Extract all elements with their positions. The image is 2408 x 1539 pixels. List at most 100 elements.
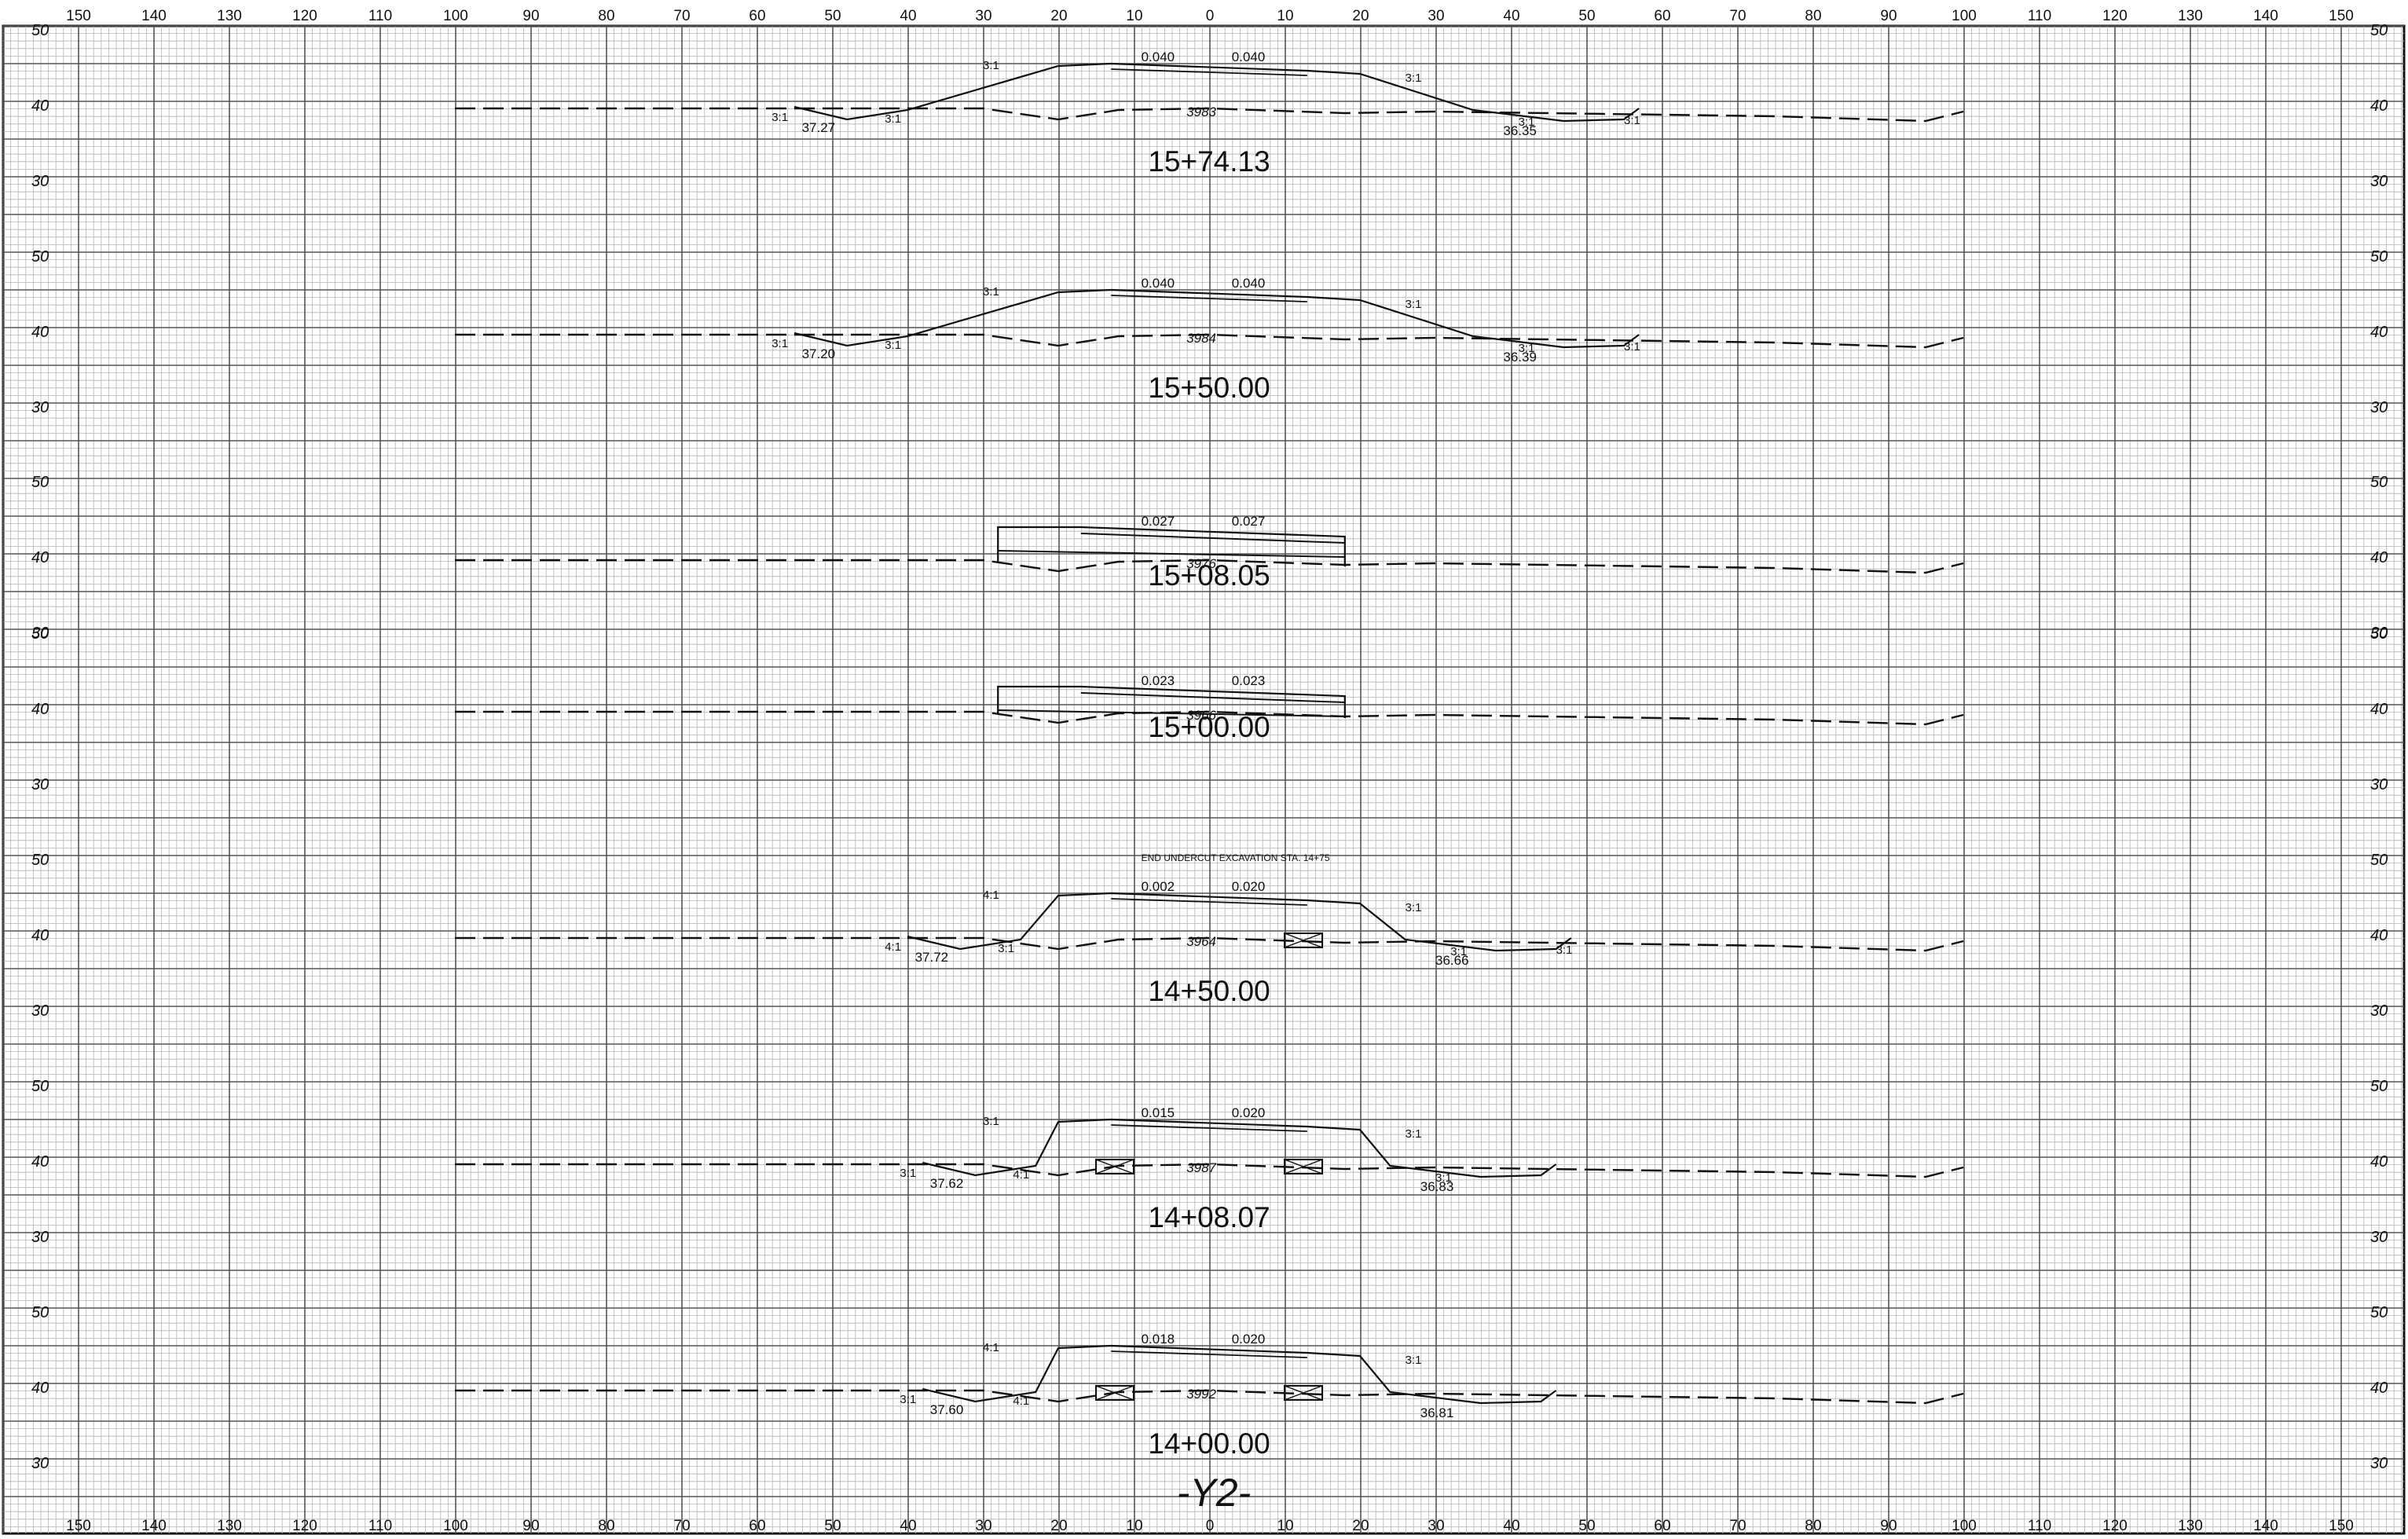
proposed-section-line — [794, 62, 1640, 123]
side-slope-label: 3:1 — [998, 942, 1014, 955]
existing-ground-line — [455, 333, 1964, 349]
centerline-elevation: 3983 — [1186, 104, 1216, 119]
offset-label-bottom: 150 — [2329, 1518, 2354, 1534]
deck-outline — [997, 526, 1346, 566]
elevation-label-right: 30 — [2370, 625, 2388, 642]
side-slope-label: 3:1 — [1519, 342, 1535, 355]
pavement-line — [1111, 295, 1307, 302]
elevation-label-right: 40 — [2370, 701, 2388, 718]
grade-left: 0.018 — [1142, 1332, 1175, 1347]
ditch-elevation-right: 36.66 — [1435, 953, 1469, 968]
offset-label-top: 120 — [2102, 8, 2128, 24]
undercut-hatch-block — [1095, 1159, 1134, 1174]
elevation-label-left: 40 — [31, 1380, 49, 1397]
elevation-label-right: 30 — [2370, 1229, 2388, 1246]
elevation-label-left: 30 — [31, 1455, 49, 1472]
sheet-id: -Y2- — [1177, 1471, 1251, 1515]
offset-label-bottom: 90 — [1880, 1518, 1897, 1534]
grade-left: 0.002 — [1142, 879, 1175, 894]
offset-label-bottom: 70 — [1729, 1518, 1746, 1534]
offset-label-bottom: 130 — [2178, 1518, 2203, 1534]
ditch-elevation-left: 37.27 — [802, 120, 836, 135]
elevation-label-right: 40 — [2370, 927, 2388, 944]
offset-label-bottom: 140 — [141, 1518, 167, 1534]
elevation-label-left: 40 — [31, 97, 49, 115]
deck-bottom — [998, 550, 1345, 558]
elevation-label-left: 40 — [31, 1153, 49, 1171]
offset-label-top: 50 — [824, 8, 841, 24]
station-label: 14+08.07 — [1148, 1201, 1270, 1233]
side-slope-label: 3:1 — [1406, 71, 1422, 85]
proposed-section-line — [907, 892, 1572, 952]
offset-label-bottom: 60 — [1654, 1518, 1670, 1534]
offset-label-top: 90 — [1880, 8, 1897, 24]
side-slope-label: 3:1 — [1519, 115, 1535, 129]
offset-label-top: 20 — [1352, 8, 1369, 24]
side-slope-label: 3:1 — [1435, 1171, 1452, 1185]
elevation-label-left: 30 — [31, 173, 49, 190]
deck-slab — [1080, 533, 1345, 544]
offset-label-top: 30 — [975, 8, 991, 24]
offset-label-bottom: 30 — [975, 1518, 991, 1534]
offset-label-top: 70 — [673, 8, 690, 24]
offset-label-top: 110 — [368, 8, 392, 24]
offset-label-top: 30 — [1428, 8, 1444, 24]
pavement-line — [1111, 68, 1307, 76]
offset-label-top: 70 — [1729, 8, 1746, 24]
side-slope-label: 3:1 — [1406, 298, 1422, 311]
existing-ground-line — [455, 107, 1964, 123]
offset-label-top: 20 — [1050, 8, 1067, 24]
section-note: END UNDERCUT EXCAVATION STA. 14+75 — [1142, 852, 1330, 863]
existing-ground-line — [455, 1389, 1964, 1405]
offset-label-top: 50 — [1578, 8, 1595, 24]
side-slope-label: 3:1 — [900, 1393, 916, 1406]
ditch-elevation-left: 37.20 — [802, 346, 836, 361]
offset-label-bottom: 10 — [1126, 1518, 1142, 1534]
proposed-section-line — [794, 288, 1640, 349]
grade-right: 0.020 — [1232, 1332, 1266, 1347]
elevation-label-right: 50 — [2370, 474, 2388, 491]
offset-label-top: 130 — [217, 8, 242, 24]
deck-bottom — [998, 709, 1345, 717]
elevation-label-left: 40 — [31, 927, 49, 944]
grade-left: 0.015 — [1142, 1105, 1175, 1120]
grade-left: 0.027 — [1142, 514, 1175, 529]
side-slope-label: 3:1 — [1556, 944, 1573, 957]
grid-major — [2, 25, 2404, 1534]
pavement-line — [1111, 898, 1307, 906]
centerline-elevation: 3964 — [1186, 934, 1216, 949]
grade-right: 0.020 — [1232, 879, 1266, 894]
side-slope-label: 3:1 — [1406, 901, 1422, 914]
offset-label-bottom: 80 — [598, 1518, 614, 1534]
undercut-hatch-block — [1095, 1385, 1134, 1401]
offset-label-bottom: 60 — [749, 1518, 765, 1534]
elevation-label-left: 40 — [31, 549, 49, 566]
elevation-label-right: 50 — [2370, 1078, 2388, 1095]
ditch-elevation-right: 36.39 — [1503, 350, 1537, 365]
offset-label-bottom: 50 — [1578, 1518, 1595, 1534]
elevation-label-left: 50 — [31, 474, 49, 491]
elevation-label-left: 30 — [31, 625, 49, 642]
elevation-label-right: 30 — [2370, 399, 2388, 416]
offset-label-bottom: 110 — [2028, 1518, 2051, 1534]
elevation-label-right: 50 — [2370, 625, 2388, 643]
offset-label-bottom: 40 — [900, 1518, 916, 1534]
grade-left: 0.040 — [1142, 49, 1175, 64]
offset-label-bottom: 90 — [522, 1518, 539, 1534]
grid-layer — [2, 24, 2406, 1535]
side-slope-label: 3:1 — [772, 111, 788, 124]
offset-label-bottom: 40 — [1503, 1518, 1519, 1534]
offset-label-top: 150 — [2329, 8, 2354, 24]
offset-label-top: 40 — [1503, 8, 1519, 24]
offset-label-bottom: 140 — [2253, 1518, 2278, 1534]
elevation-label-right: 50 — [2370, 1304, 2388, 1321]
elevation-label-left: 50 — [31, 625, 49, 643]
elevation-label-left: 50 — [31, 248, 49, 266]
station-label: 15+08.05 — [1148, 559, 1270, 592]
side-slope-label: 4:1 — [885, 940, 901, 954]
offset-label-top: 120 — [292, 8, 317, 24]
offset-label-top: 140 — [141, 8, 167, 24]
